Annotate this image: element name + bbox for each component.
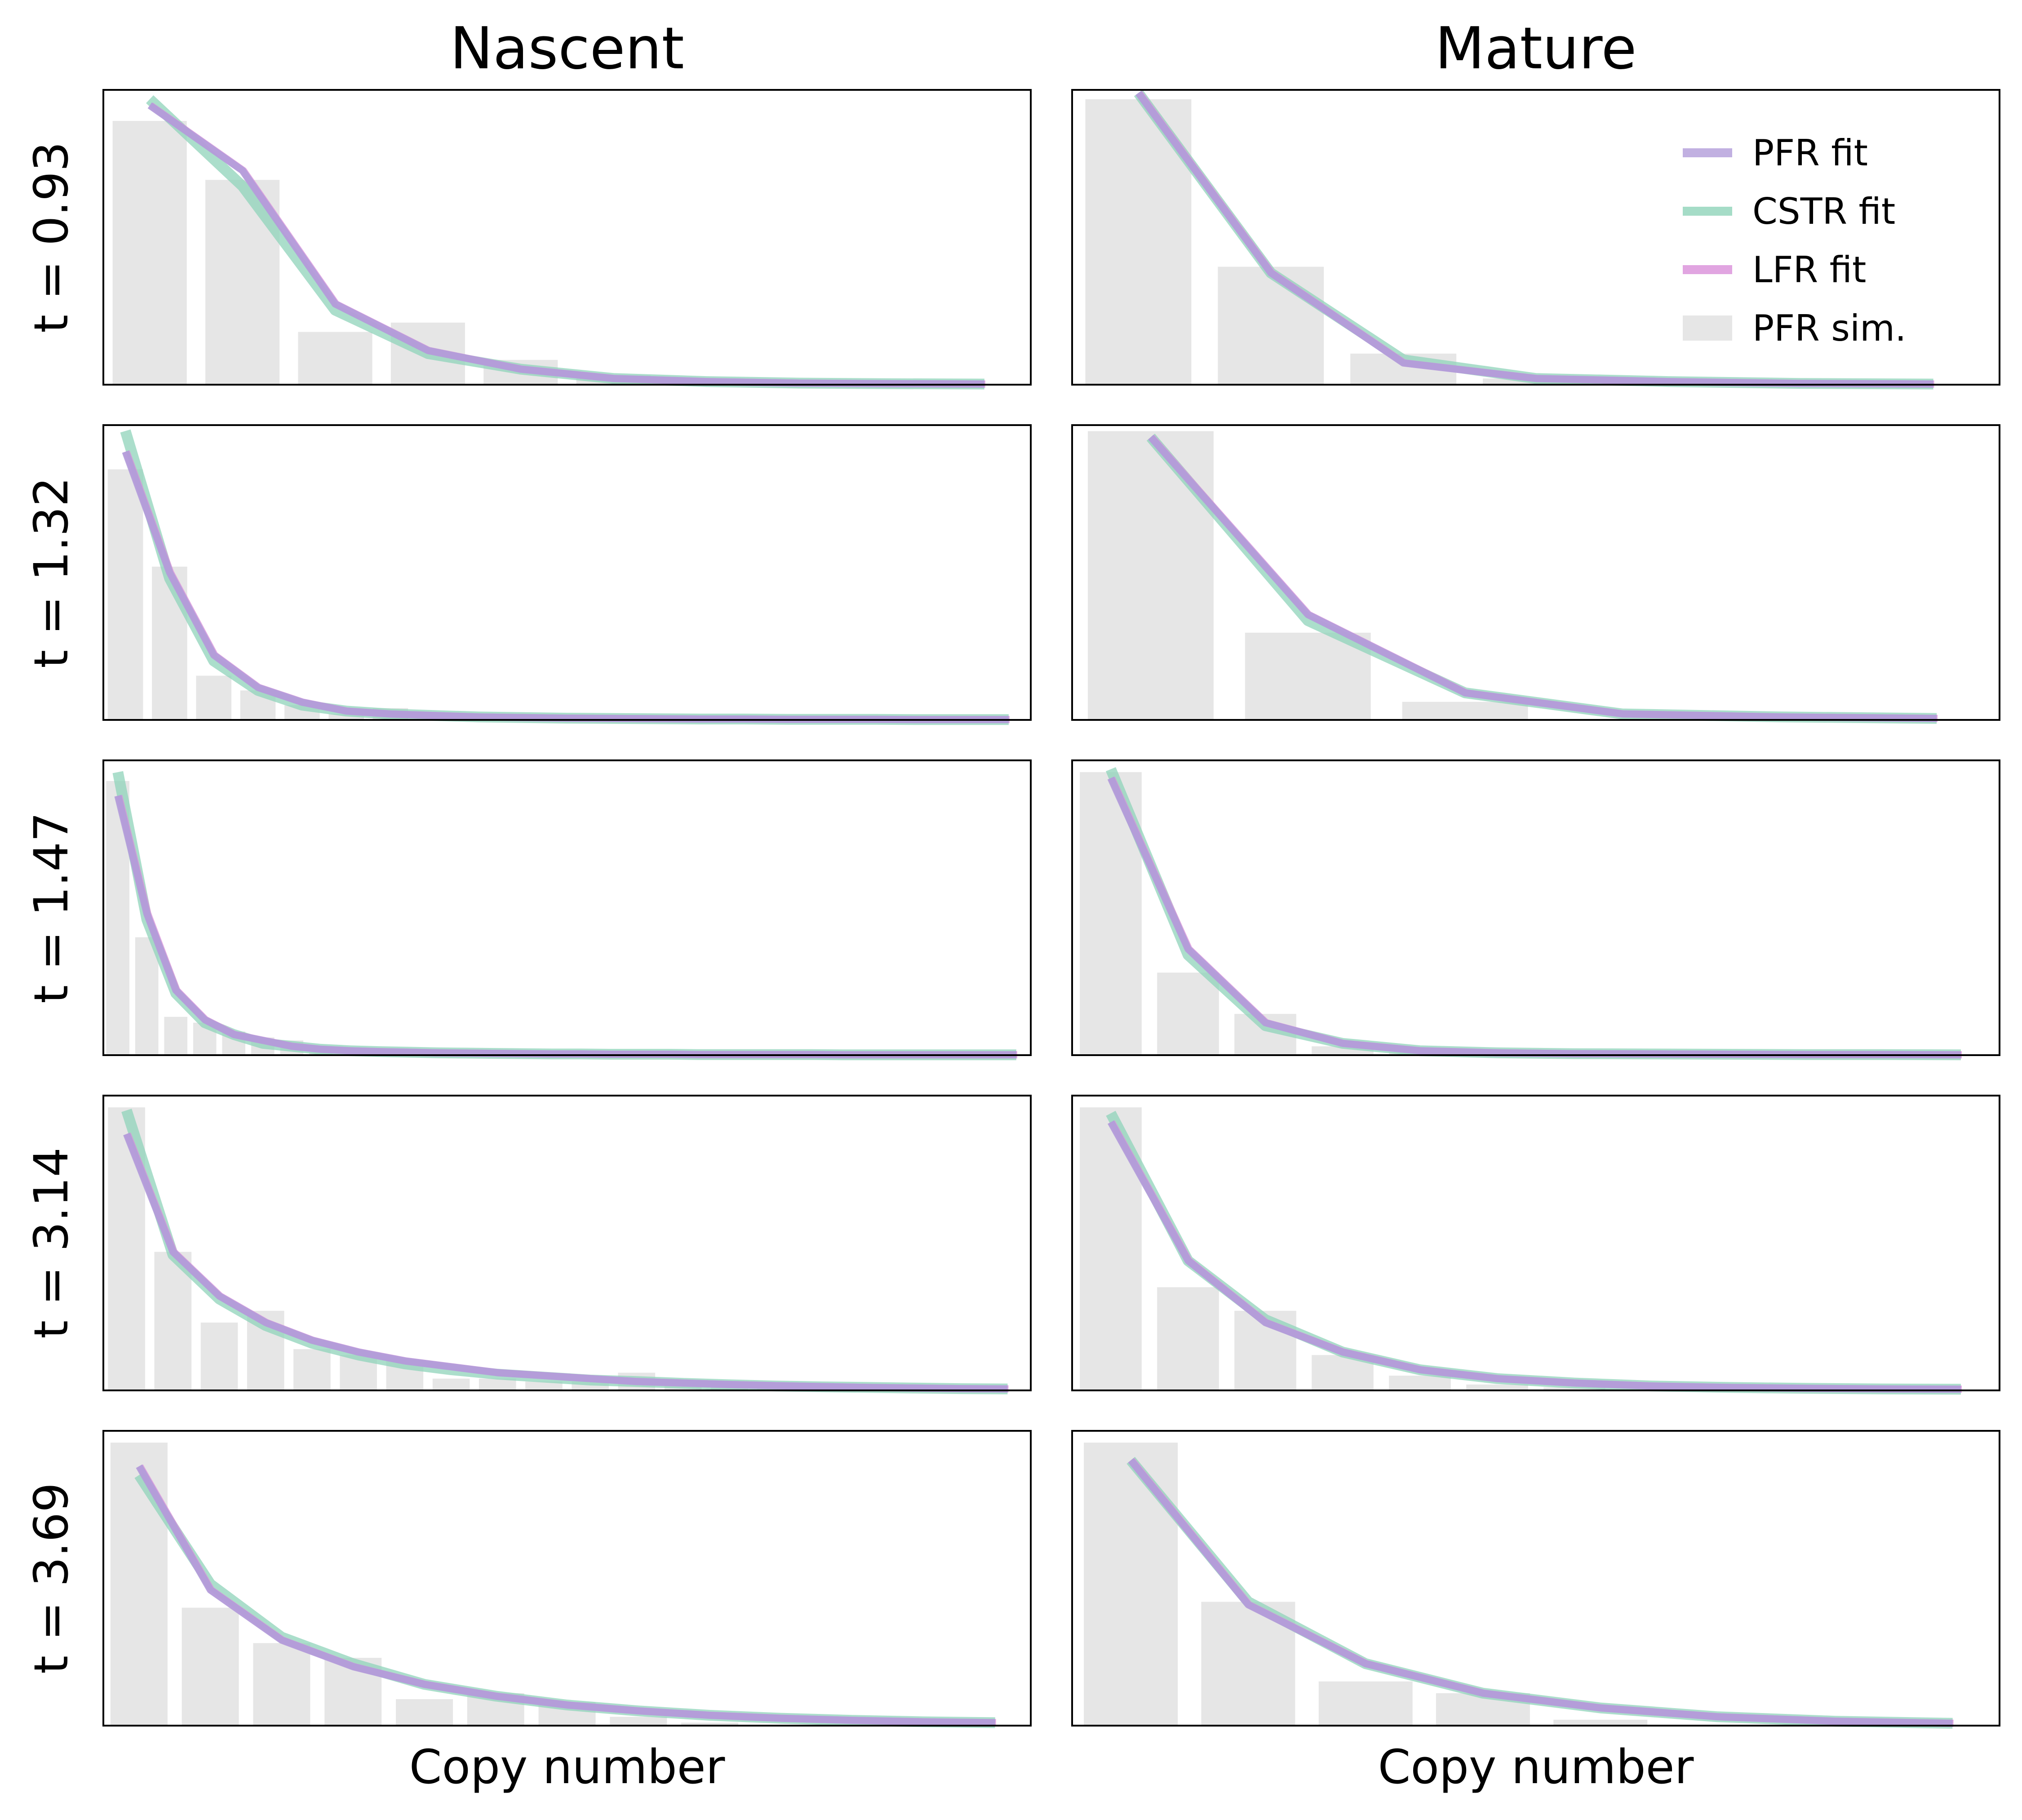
cstr-fit-line — [112, 771, 1016, 1061]
column-title-mature: Mature — [1435, 15, 1637, 82]
legend-entry-2: LFR fit — [1683, 249, 1866, 291]
panel-4-0 — [102, 1430, 1032, 1728]
panel-0-1 — [1071, 89, 2000, 390]
bar — [298, 332, 372, 385]
bar — [200, 1323, 238, 1390]
legend-label: LFR fit — [1752, 249, 1866, 291]
panel-1-0 — [102, 424, 1032, 725]
axes-frame — [102, 1095, 1032, 1391]
bar — [1088, 431, 1214, 720]
legend-swatch — [1683, 315, 1732, 341]
lfr-fit-line — [1108, 777, 1962, 1059]
panels — [102, 89, 2000, 1729]
bar — [196, 675, 231, 720]
bar — [135, 937, 159, 1055]
bar — [1157, 1287, 1219, 1390]
bar — [432, 1378, 470, 1390]
bar — [164, 1017, 187, 1055]
row-label-3: t = 3.14 — [24, 1147, 79, 1339]
panel-3-1 — [1071, 1095, 2000, 1395]
bar — [154, 1252, 192, 1390]
axes-frame — [1071, 89, 2000, 386]
axes-frame — [102, 89, 1032, 386]
column-title-nascent: Nascent — [450, 15, 684, 82]
row-label-2: t = 1.47 — [24, 812, 79, 1003]
bar — [1084, 1443, 1178, 1726]
x-axis-label-mature: Copy number — [1378, 1740, 1694, 1794]
legend: PFR fit CSTR fit LFR fit PFR sim. — [1683, 132, 1907, 349]
row-label-4: t = 3.69 — [24, 1483, 79, 1674]
axes-frame — [102, 759, 1032, 1056]
axes-frame — [1071, 759, 2000, 1056]
panel-2-1 — [1071, 759, 2000, 1061]
bar — [1466, 1384, 1528, 1390]
bar — [1389, 1376, 1451, 1390]
column-titles: Nascent Mature — [450, 15, 1636, 82]
pfr-fit-line — [1107, 777, 1961, 1059]
pfr-fit-line — [1148, 435, 1937, 722]
legend-label: PFR sim. — [1752, 307, 1907, 349]
bar — [1543, 1387, 1605, 1390]
axes-frame — [1071, 1430, 2000, 1727]
pfr-fit-line — [122, 450, 1009, 724]
bar — [1157, 972, 1219, 1055]
cstr-fit-line — [1105, 767, 1961, 1061]
legend-label: PFR fit — [1752, 132, 1868, 174]
panel-0-0 — [102, 89, 1032, 390]
bar — [1553, 1719, 1648, 1726]
legend-entry-3: PFR sim. — [1683, 307, 1907, 349]
bar — [1318, 1681, 1413, 1726]
pfr-fit-line — [1108, 1120, 1961, 1393]
axes-frame — [102, 1430, 1032, 1727]
bar — [293, 1349, 331, 1390]
bar — [110, 1443, 168, 1726]
x-axis-label-nascent: Copy number — [409, 1740, 725, 1794]
row-label-0: t = 0.93 — [24, 142, 79, 333]
bar — [1218, 266, 1324, 385]
pfr-fit-line — [147, 102, 984, 388]
panel-2-0 — [102, 759, 1032, 1061]
panel-1-1 — [1071, 424, 2000, 724]
bar — [1245, 632, 1371, 720]
bar — [681, 1722, 738, 1726]
pfr-fit-line — [123, 1132, 1008, 1393]
row-label-1: t = 1.32 — [24, 477, 79, 668]
pfr-fit-line — [136, 1464, 995, 1727]
bar — [112, 121, 187, 385]
cstr-fit-line — [120, 429, 1009, 725]
pfr-fit-line — [114, 795, 1016, 1059]
pfr-fit-line — [1135, 91, 1933, 388]
legend-entry-0: PFR fit — [1683, 132, 1868, 174]
x-axis-labels: Copy number Copy number — [409, 1740, 1694, 1794]
lfr-fit-line — [115, 795, 1017, 1059]
bar — [479, 1378, 516, 1390]
panel-3-0 — [102, 1095, 1032, 1394]
lfr-fit-line — [123, 450, 1010, 724]
axes-frame — [102, 424, 1032, 721]
panel-4-1 — [1071, 1430, 2000, 1729]
axes-frame — [1071, 424, 2000, 721]
pfr-fit-line — [1128, 1458, 1953, 1727]
bar — [396, 1699, 453, 1726]
bar — [1402, 701, 1528, 720]
bar — [253, 1643, 310, 1726]
legend-label: CSTR fit — [1752, 191, 1895, 232]
bar — [182, 1607, 239, 1726]
legend-entry-1: CSTR fit — [1683, 191, 1895, 232]
bar — [107, 469, 143, 720]
axes-frame — [1071, 1095, 2000, 1391]
row-labels: t = 0.93 t = 1.32 t = 1.47 t = 3.14 t = … — [24, 142, 79, 1674]
bar — [525, 1381, 563, 1390]
bar — [610, 1717, 667, 1726]
